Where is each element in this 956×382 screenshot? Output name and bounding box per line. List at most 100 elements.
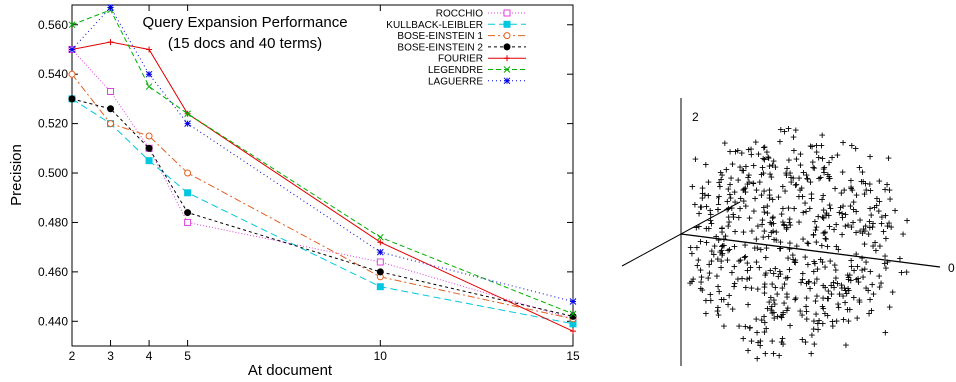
legend-label: LEGENDRE [428,65,483,76]
series-line [71,49,574,320]
scatter-point: + [822,261,829,274]
scatter-point: + [815,210,822,223]
scatter-point: + [784,290,791,303]
scatter-point: + [808,192,815,205]
scatter-point: + [703,236,710,249]
scatter-point: + [853,226,860,239]
scatter-point: + [756,261,763,274]
scatter-point: + [718,293,725,306]
scatter-point: + [742,281,749,294]
scatter-point: + [756,176,763,189]
scatter-point: + [850,203,857,216]
scatter-point: + [823,207,830,220]
scatter-point: + [820,203,827,216]
scatter-point: + [767,167,774,180]
x-tick-label: 4 [146,349,153,363]
scatter-point: + [781,125,788,138]
scatter-point: + [817,253,824,266]
scatter-point: + [753,184,760,197]
scatter-point: + [820,163,827,176]
scatter-point: + [833,271,840,284]
scatter-point: + [735,273,742,286]
y-tick-label: 0.500 [38,166,68,180]
scatter-point: + [834,277,841,290]
scatter-point: + [731,280,738,293]
scatter-point: + [817,171,824,184]
scatter-point: + [845,284,852,297]
scatter-point: + [707,208,714,221]
scatter-point: + [764,146,771,159]
scatter-point: + [772,281,779,294]
scatter-point: + [869,220,876,233]
scatter-point: + [854,260,861,273]
scatter-point: + [810,228,817,241]
scatter-point: + [820,302,827,315]
series-laguerre [68,4,577,305]
scatter-point: + [789,249,796,262]
series-line [71,73,574,320]
scatter-point: + [774,287,781,300]
scatter-point: + [807,176,814,189]
scatter-point: + [726,289,733,302]
scatter-point: + [697,282,704,295]
scatter-point: + [888,221,895,234]
scatter-point: + [879,211,886,224]
scatter-point: + [770,211,777,224]
scatter-point: + [853,205,860,218]
series-legendre [68,6,577,318]
data-point [184,169,192,177]
legend-label: ROCCHIO [436,9,483,20]
scatter-point: + [848,221,855,234]
scatter-point: + [714,270,721,283]
scatter-point: + [770,154,777,167]
scatter-point: + [783,222,790,235]
scatter-point: + [748,143,755,156]
scatter-point: + [880,225,887,238]
scatter-point: + [883,232,890,245]
scatter-point: + [884,178,891,191]
scatter-point: + [805,258,812,271]
scatter-point: + [873,244,880,257]
scatter-point: + [793,178,800,191]
scatter-point: + [867,265,874,278]
scatter-point: + [851,264,858,277]
scatter-point: + [746,169,753,182]
scatter-point: + [799,273,806,286]
scatter-point: + [714,253,721,266]
scatter-point: + [757,339,764,352]
scatter-point: + [705,189,712,202]
scatter-point: + [847,274,854,287]
scatter-point: + [780,306,787,319]
scatter-point: + [836,287,843,300]
scatter-point: + [703,294,710,307]
scatter-point: + [766,159,773,172]
scatter-point: + [741,182,748,195]
legend-label: FOURIER [438,54,483,65]
scatter-point: + [727,145,734,158]
scatter-point: + [761,153,768,166]
scatter-point: + [740,225,747,238]
scatter-point: + [845,273,852,286]
scatter-point: + [848,139,855,152]
scatter-point: + [783,169,790,182]
scatter-point: + [799,333,806,346]
scatter-point: + [737,160,744,173]
scatter-point: + [764,200,771,213]
scatter-point: + [696,220,703,233]
scatter-point: + [762,251,769,264]
data-point [376,268,384,276]
scatter-point: + [719,239,726,252]
scatter-point: + [770,347,777,360]
scatter-point: + [766,189,773,202]
scatter-point: + [724,253,731,266]
scatter-point: + [840,313,847,326]
scatter-point: + [843,338,850,351]
scatter-point: + [777,268,784,281]
scatter-point: + [689,275,696,288]
scatter-point: + [783,272,790,285]
scatter-point: + [811,255,818,268]
scatter-point: + [883,262,890,275]
scatter-point: + [761,205,768,218]
scatter-point: + [715,203,722,216]
scatter-point: + [717,180,724,193]
